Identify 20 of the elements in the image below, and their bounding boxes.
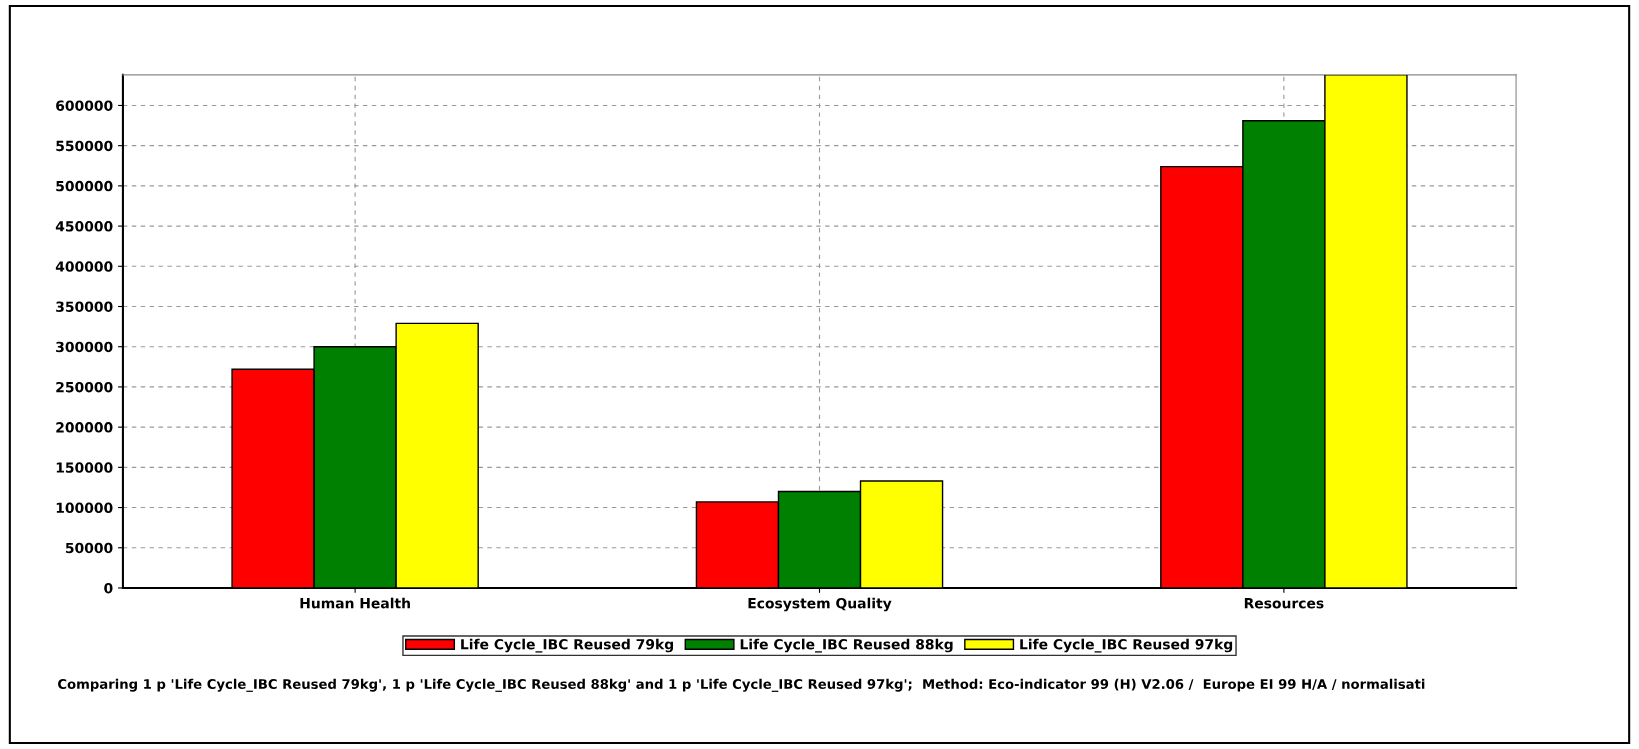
legend-label: Life Cycle_IBC Reused 88kg (740, 638, 953, 653)
x-tick-label: Ecosystem Quality (748, 597, 892, 612)
y-tick-label: 250000 (56, 381, 113, 393)
legend-label: Life Cycle_IBC Reused 79kg (461, 638, 674, 653)
text: Comparing 1 p 'Life Cycle_IBC Reused 79kg', 1 p 'Life Cycle_IBC Reused 88kg' and 1 p 'Life Cycle_IBC Reused 97kg'; Method: Eco-indicator 99 (H) V2.06 / Europe EI 99 H/A / normalisati (58, 678, 1425, 692)
y-tick-label: 400000 (55, 261, 113, 272)
y-tick-label: 350000 (56, 301, 113, 312)
y-tick-label: 0 (104, 582, 113, 594)
y-tick-label: 200000 (56, 422, 113, 433)
y-tick-label: 500000 (56, 180, 113, 192)
y-tick-label: 450000 (55, 221, 113, 232)
y-tick-label: 600000 (56, 100, 113, 111)
y-tick-label: 150000 (56, 462, 113, 473)
x-tick-label: Resources (1244, 598, 1324, 609)
legend-label: Life Cycle_IBC Reused 97kg (1020, 638, 1233, 653)
y-tick-label: 50000 (65, 542, 113, 554)
y-tick-label: 100000 (56, 502, 113, 514)
y-tick-label: 300000 (56, 341, 113, 353)
y-tick-label: 550000 (56, 140, 113, 152)
x-tick-label: Human Health (300, 597, 410, 609)
